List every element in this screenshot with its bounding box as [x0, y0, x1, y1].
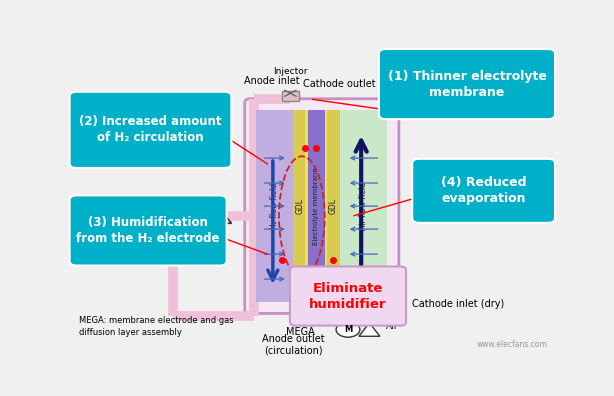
Text: MEGA: MEGA — [286, 327, 315, 337]
Text: M: M — [188, 211, 198, 221]
Text: (2) Increased amount
of H₂ circulation: (2) Increased amount of H₂ circulation — [79, 115, 222, 145]
Text: M: M — [344, 325, 352, 334]
Text: Anode inlet: Anode inlet — [244, 76, 299, 86]
Text: (3) Humidification
from the H₂ electrode: (3) Humidification from the H₂ electrode — [76, 216, 220, 245]
Polygon shape — [208, 209, 231, 223]
Text: Eliminate
humidifier: Eliminate humidifier — [309, 282, 387, 310]
FancyBboxPatch shape — [305, 110, 308, 302]
FancyBboxPatch shape — [245, 99, 399, 313]
FancyBboxPatch shape — [340, 110, 387, 302]
Text: Injector: Injector — [273, 67, 308, 76]
Text: www.elecfans.com: www.elecfans.com — [477, 341, 548, 349]
FancyBboxPatch shape — [69, 195, 227, 266]
Text: (4) Reduced
evaporation: (4) Reduced evaporation — [441, 176, 526, 206]
Text: Cathode outlet: Cathode outlet — [303, 79, 375, 89]
Text: Air: Air — [386, 322, 398, 331]
Text: Electrolyte membrane: Electrolyte membrane — [313, 167, 319, 245]
FancyBboxPatch shape — [327, 110, 340, 302]
Text: H₂ tanks: H₂ tanks — [91, 122, 132, 132]
FancyBboxPatch shape — [379, 49, 555, 119]
FancyBboxPatch shape — [290, 267, 406, 326]
FancyBboxPatch shape — [293, 110, 308, 302]
Circle shape — [336, 322, 360, 337]
Text: H₂ circulation pump: H₂ circulation pump — [93, 198, 183, 207]
FancyBboxPatch shape — [308, 110, 325, 302]
FancyBboxPatch shape — [325, 110, 327, 302]
Text: H₂ flow field: H₂ flow field — [270, 183, 279, 229]
FancyBboxPatch shape — [69, 92, 231, 168]
Text: MEGA: membrane electrode and gas
diffusion layer assembly: MEGA: membrane electrode and gas diffusi… — [79, 316, 234, 337]
Text: Anode outlet
(circulation): Anode outlet (circulation) — [262, 334, 325, 356]
Circle shape — [178, 207, 209, 226]
Text: Cathode inlet (dry): Cathode inlet (dry) — [412, 299, 505, 308]
Bar — [282, 91, 299, 101]
FancyBboxPatch shape — [256, 110, 293, 302]
Text: GDL: GDL — [328, 198, 338, 214]
Text: Air flow field: Air flow field — [359, 182, 368, 230]
Text: GDL: GDL — [296, 198, 305, 214]
Text: (1) Thinner electrolyte
membrane: (1) Thinner electrolyte membrane — [387, 70, 546, 99]
FancyBboxPatch shape — [412, 159, 555, 223]
Polygon shape — [359, 323, 380, 336]
